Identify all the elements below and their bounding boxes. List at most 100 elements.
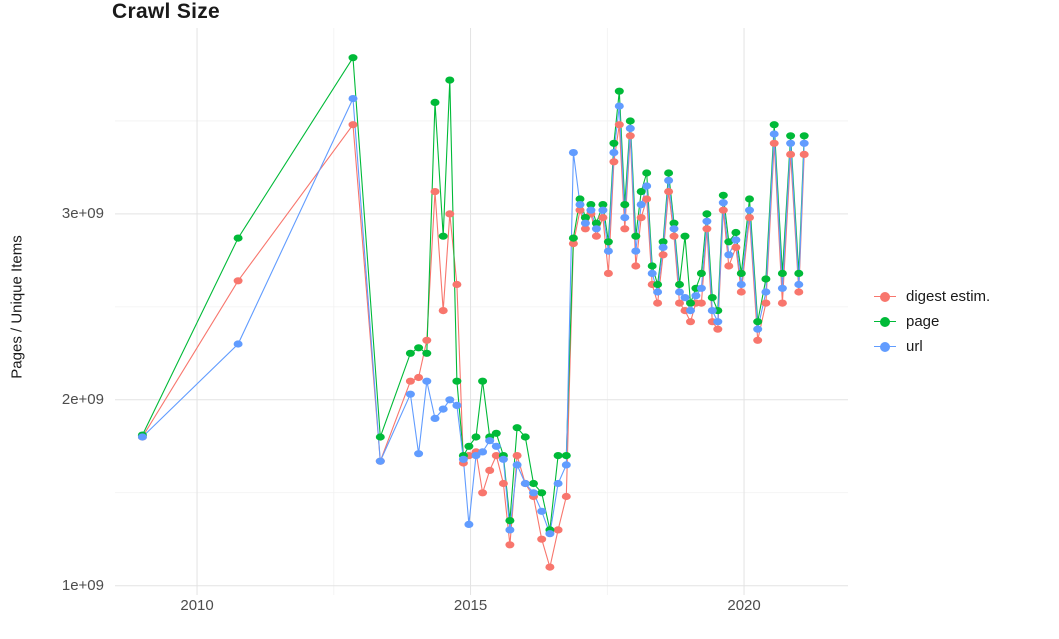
data-point-url [485, 437, 495, 445]
data-point-page [445, 76, 455, 84]
data-point-digest-estim- [414, 373, 424, 382]
data-point-url [137, 433, 147, 441]
x-tick-label: 2020 [727, 597, 761, 614]
data-point-digest-estim- [485, 466, 495, 474]
data-point-url [636, 201, 646, 209]
data-point-digest-estim- [718, 206, 728, 214]
data-point-page [669, 219, 679, 227]
data-point-digest-estim- [696, 299, 706, 307]
data-point-page [430, 98, 440, 106]
data-point-digest-estim- [769, 139, 779, 147]
data-point-digest-estim- [609, 158, 619, 166]
data-point-url [586, 206, 596, 214]
data-point-digest-estim- [348, 121, 358, 129]
data-point-digest-estim- [478, 489, 488, 497]
data-point-url [375, 457, 385, 465]
data-point-digest-estim- [636, 214, 646, 222]
data-point-page [753, 318, 763, 326]
data-point-digest-estim- [731, 243, 741, 251]
data-point-digest-estim- [658, 251, 668, 259]
data-point-page [505, 517, 515, 525]
data-point-page [799, 132, 809, 140]
data-point-digest-estim- [405, 377, 415, 385]
legend: digest estim. page url [874, 288, 990, 355]
data-point-digest-estim- [603, 269, 613, 277]
data-point-page [653, 280, 663, 289]
legend-key-dot [880, 291, 890, 302]
data-point-url [438, 405, 448, 413]
y-tick-label: 1e+09 [61, 576, 104, 594]
data-point-url [430, 414, 440, 422]
data-point-url [478, 448, 488, 456]
legend-key-icon [874, 341, 896, 353]
series-line-url [142, 96, 805, 536]
data-point-digest-estim- [233, 277, 243, 285]
data-point-url [658, 243, 668, 251]
data-point-page [233, 234, 243, 242]
data-point-url [568, 149, 578, 157]
data-point-digest-estim- [580, 225, 590, 233]
data-point-page [658, 238, 668, 246]
data-point-url [491, 442, 501, 450]
data-point-digest-estim- [653, 299, 663, 307]
data-point-url [799, 139, 809, 147]
data-point-page [769, 121, 779, 129]
data-point-url [761, 288, 771, 296]
data-point-digest-estim- [545, 563, 555, 571]
data-point-url [575, 201, 585, 209]
data-point-url [686, 307, 695, 315]
data-point-digest-estim- [498, 479, 508, 488]
data-point-url [745, 206, 754, 214]
legend-key-dot [880, 316, 890, 327]
data-point-digest-estim- [568, 240, 578, 248]
data-point-page [591, 219, 601, 227]
data-point-page [686, 299, 695, 307]
data-point-url [603, 247, 613, 255]
data-point-page [586, 201, 596, 209]
legend-label-digest-estim: digest estim. [906, 288, 991, 305]
data-point-page [512, 424, 522, 432]
data-point-url [675, 288, 684, 296]
data-point-url [769, 130, 779, 138]
data-point-page [680, 232, 690, 240]
data-point-digest-estim- [438, 307, 448, 315]
data-point-url [458, 455, 468, 463]
legend-item-url: url [874, 338, 990, 355]
data-point-digest-estim- [675, 299, 684, 307]
data-point-url [620, 214, 630, 222]
data-point-url [529, 489, 538, 497]
data-point-url [702, 217, 712, 225]
data-point-page [647, 262, 657, 270]
data-point-page [614, 87, 624, 95]
data-point-digest-estim- [512, 452, 522, 460]
data-point-url [233, 340, 243, 348]
data-point-page [620, 201, 630, 209]
data-point-digest-estim- [575, 206, 585, 214]
data-point-digest-estim- [620, 225, 630, 233]
data-point-digest-estim- [614, 121, 624, 129]
data-point-page [464, 442, 474, 450]
data-point-digest-estim- [505, 541, 515, 549]
data-point-page [598, 201, 608, 209]
data-point-digest-estim- [702, 225, 712, 233]
data-point-digest-estim- [598, 214, 608, 222]
data-point-url [753, 325, 763, 333]
data-point-page [568, 234, 578, 242]
data-point-url [445, 396, 455, 404]
data-point-digest-estim- [422, 336, 432, 344]
legend-key-icon [874, 291, 896, 303]
data-point-page [702, 210, 712, 218]
data-point-url [653, 288, 663, 296]
data-point-url [422, 377, 432, 385]
data-point-page [603, 238, 613, 246]
data-point-page [575, 195, 585, 203]
data-point-url [614, 102, 624, 110]
legend-key-dot [880, 341, 890, 352]
data-point-url [777, 284, 787, 292]
data-point-page [718, 191, 728, 199]
data-point-url [609, 149, 619, 157]
y-tick-label: 2e+09 [61, 390, 104, 408]
x-tick-label: 2015 [453, 597, 488, 614]
data-point-url [786, 139, 796, 147]
